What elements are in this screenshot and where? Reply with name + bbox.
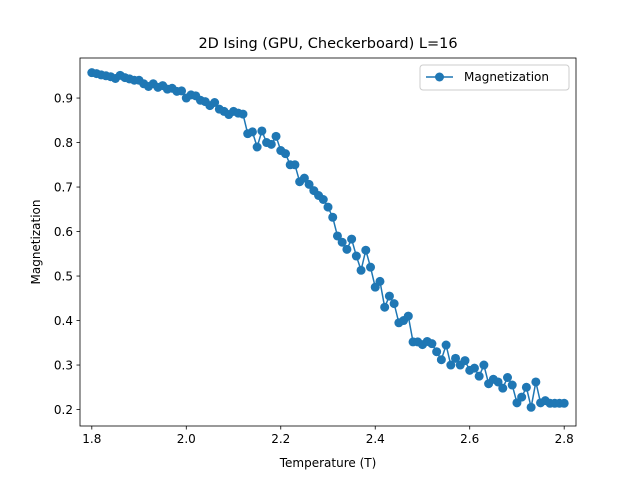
data-point	[474, 371, 484, 381]
data-point	[517, 392, 527, 402]
data-point	[441, 340, 451, 350]
x-tick-label: 2.6	[460, 432, 479, 446]
data-point	[498, 383, 508, 393]
legend-marker-swatch	[435, 72, 444, 82]
data-point	[361, 245, 371, 255]
y-tick-label: 0.3	[54, 358, 73, 372]
data-point	[451, 353, 461, 363]
data-point	[177, 86, 187, 96]
y-tick-label: 0.9	[54, 91, 73, 105]
data-point	[460, 356, 470, 366]
data-point	[299, 173, 309, 183]
x-tick-label: 1.8	[82, 432, 101, 446]
data-point	[521, 382, 531, 392]
data-point	[337, 237, 347, 247]
data-point	[247, 127, 257, 137]
y-tick-label: 0.2	[54, 403, 73, 417]
legend-box	[419, 64, 570, 91]
data-point	[493, 377, 503, 387]
x-axis-ticks: 1.8 2.0 2.2 2.4 2.6 2.8	[82, 426, 574, 446]
data-point	[384, 291, 394, 301]
data-point	[328, 212, 338, 222]
data-point	[389, 299, 399, 309]
data-point	[266, 139, 276, 149]
data-point	[559, 398, 569, 408]
data-point	[347, 234, 357, 244]
data-point	[318, 195, 328, 204]
legend-label: Magnetization	[464, 70, 549, 84]
y-axis-label: Magnetization	[29, 200, 43, 285]
data-point	[469, 363, 479, 373]
y-tick-label: 0.4	[54, 314, 73, 328]
y-tick-label: 0.6	[54, 225, 73, 239]
x-tick-label: 2.4	[366, 432, 385, 446]
data-point	[375, 276, 385, 286]
data-point	[238, 109, 248, 119]
data-point	[290, 160, 300, 170]
x-tick-label: 2.2	[271, 432, 290, 446]
data-point	[342, 244, 352, 254]
data-point	[323, 202, 333, 212]
data-point	[332, 231, 342, 241]
data-point	[526, 402, 536, 412]
data-point	[351, 251, 361, 261]
data-point	[507, 380, 517, 390]
y-tick-label: 0.8	[54, 136, 73, 150]
x-tick-label: 2.8	[555, 432, 574, 446]
data-point	[280, 149, 290, 159]
data-point	[380, 302, 390, 312]
data-point	[252, 142, 262, 152]
plot-area-frame	[79, 57, 577, 427]
x-axis-label: Temperature (T)	[279, 456, 377, 470]
data-point	[436, 355, 446, 365]
chart-title: 2D Ising (GPU, Checkerboard) L=16	[198, 36, 457, 52]
data-point	[479, 360, 489, 370]
data-point	[432, 347, 442, 357]
data-point	[503, 373, 512, 382]
data-point	[366, 262, 376, 272]
y-tick-label: 0.7	[54, 180, 73, 194]
x-tick-label: 2.0	[177, 432, 196, 446]
data-point	[403, 311, 413, 321]
data-point	[446, 360, 456, 370]
data-point	[531, 377, 541, 387]
y-axis-ticks: 0.2 0.3 0.4 0.5 0.6 0.7 0.8 0.9	[54, 91, 80, 417]
data-point	[271, 131, 281, 141]
data-point	[356, 265, 366, 275]
data-point	[210, 98, 220, 107]
y-tick-label: 0.5	[54, 269, 73, 283]
data-point	[257, 126, 267, 136]
data-point	[427, 339, 437, 349]
legend: Magnetization	[419, 64, 570, 91]
data-point	[304, 179, 314, 189]
plot-series	[87, 68, 569, 412]
